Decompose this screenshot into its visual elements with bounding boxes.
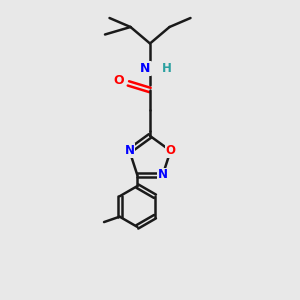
Text: O: O	[166, 144, 176, 157]
Text: N: N	[140, 62, 150, 75]
Text: N: N	[124, 144, 134, 157]
Text: H: H	[162, 62, 171, 75]
Text: N: N	[158, 169, 168, 182]
Text: O: O	[113, 74, 124, 88]
